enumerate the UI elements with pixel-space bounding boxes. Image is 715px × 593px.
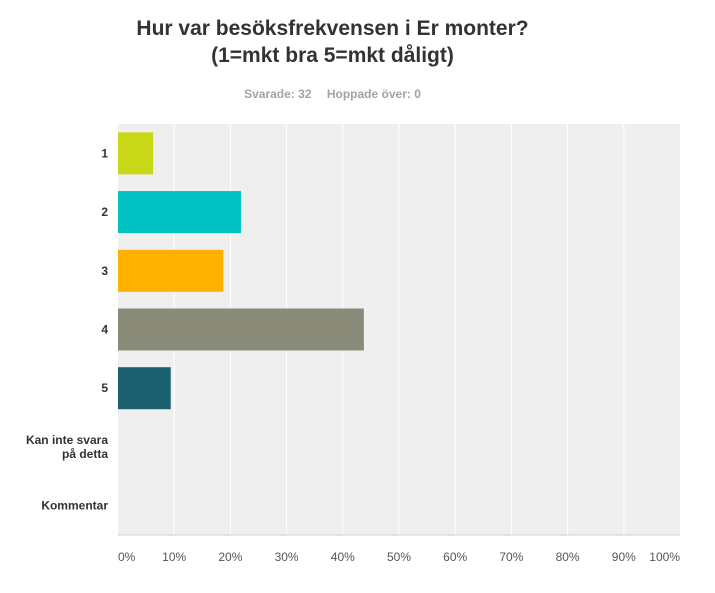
x-tick-label: 90% bbox=[612, 550, 636, 564]
x-tick-label: 100% bbox=[649, 550, 680, 564]
chart-title: Hur var besöksfrekvensen i Er monter? (1… bbox=[0, 15, 665, 69]
title-line-2: (1=mkt bra 5=mkt dåligt) bbox=[211, 44, 454, 67]
category-label: Kommentar bbox=[41, 499, 108, 513]
bar-2 bbox=[118, 191, 241, 234]
x-tick-label: 60% bbox=[443, 550, 467, 564]
title-line-1: Hur var besöksfrekvensen i Er monter? bbox=[136, 17, 529, 40]
skipped-count: Hoppade över: 0 bbox=[326, 87, 421, 101]
x-tick-label: 0% bbox=[118, 550, 136, 564]
category-label: 5 bbox=[101, 381, 108, 395]
category-label: 4 bbox=[101, 323, 108, 337]
bar-3 bbox=[118, 249, 224, 292]
bar-5 bbox=[118, 367, 171, 410]
x-tick-label: 40% bbox=[331, 550, 355, 564]
bar-1 bbox=[118, 132, 154, 175]
category-label: 3 bbox=[101, 264, 108, 278]
x-tick-label: 30% bbox=[275, 550, 299, 564]
x-tick-label: 20% bbox=[218, 550, 242, 564]
category-label: 1 bbox=[101, 146, 108, 160]
category-label: 2 bbox=[101, 205, 108, 219]
x-tick-label: 10% bbox=[162, 550, 186, 564]
x-tick-label: 70% bbox=[499, 550, 523, 564]
x-tick-label: 80% bbox=[556, 550, 580, 564]
response-stats: Svarade: 32 Hoppade över: 0 bbox=[0, 87, 665, 101]
bar-4 bbox=[118, 308, 364, 351]
answered-count: Svarade: 32 bbox=[244, 87, 312, 101]
category-label: Kan inte svara på detta bbox=[26, 433, 108, 461]
x-tick-label: 50% bbox=[387, 550, 411, 564]
